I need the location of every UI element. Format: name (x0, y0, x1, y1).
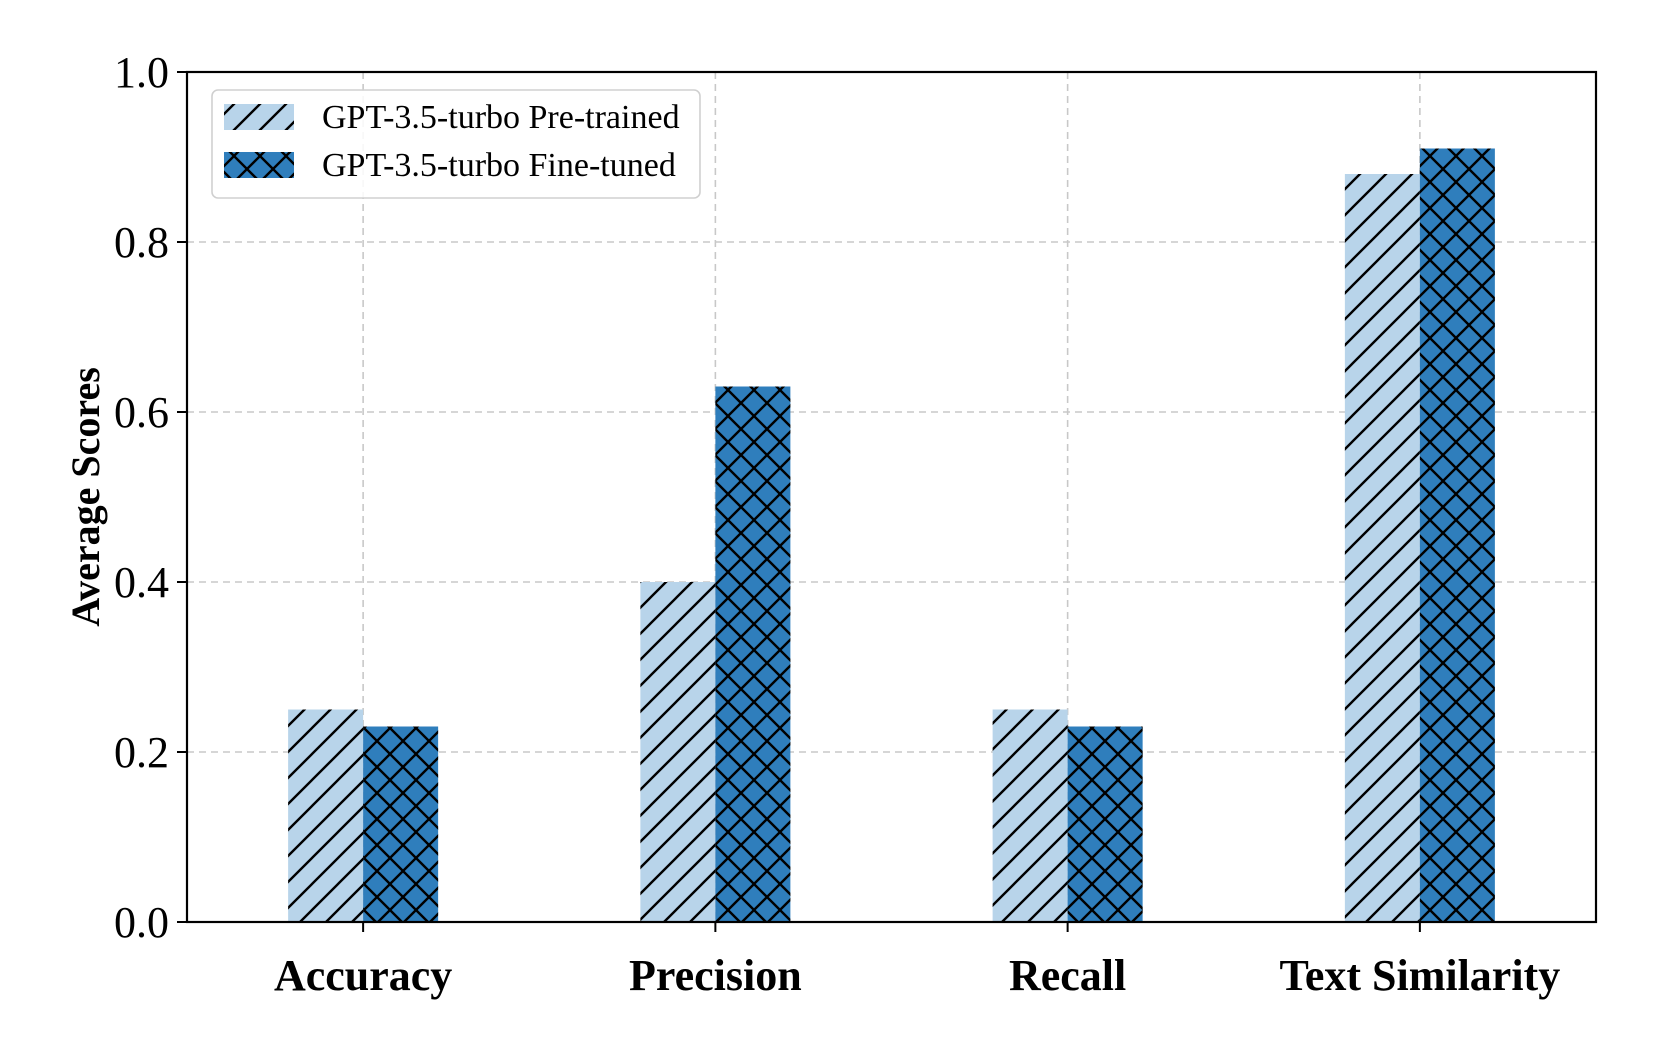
bar-hatch (1344, 174, 1420, 922)
y-tick-label: 0.6 (114, 388, 169, 437)
legend-swatch-hatch (224, 104, 294, 130)
legend-label: GPT-3.5-turbo Pre-trained (322, 99, 680, 136)
legend-item: GPT-3.5-turbo Pre-trained (224, 99, 680, 136)
bar (1344, 174, 1420, 922)
bar (1067, 726, 1143, 922)
x-tick-label: Text Similarity (1280, 951, 1561, 1000)
bar (363, 726, 439, 922)
x-axis: Accuracy Precision Recall Text Similarity (274, 922, 1560, 1000)
bar-hatch (288, 709, 364, 922)
legend-swatch-hatch (224, 152, 294, 178)
legend: GPT-3.5-turbo Pre-trained GPT-3.5-turbo F… (211, 89, 701, 199)
bar-hatch (363, 726, 439, 922)
bar-hatch (640, 582, 716, 922)
bar (1419, 148, 1495, 922)
bar (288, 709, 364, 922)
bar-hatch (1419, 148, 1495, 922)
y-tick-label: 0.4 (114, 558, 169, 607)
x-tick-label: Precision (629, 951, 802, 1000)
y-axis: 0.0 0.2 0.4 0.6 0.8 1.0 (114, 48, 187, 947)
legend-box (211, 89, 701, 199)
x-tick-label: Accuracy (274, 951, 452, 1000)
x-tick-label: Recall (1009, 951, 1126, 1000)
bar-hatch (715, 386, 791, 922)
bar (640, 582, 716, 922)
bar (992, 709, 1068, 922)
legend-label: GPT-3.5-turbo Fine-tuned (322, 147, 676, 184)
y-axis-title: Average Scores (63, 367, 108, 627)
y-tick-label: 0.0 (114, 898, 169, 947)
y-tick-label: 1.0 (114, 48, 169, 97)
y-tick-label: 0.2 (114, 728, 169, 777)
bar-hatch (1067, 726, 1143, 922)
bar-hatch (992, 709, 1068, 922)
bars (288, 148, 1495, 922)
y-tick-label: 0.8 (114, 218, 169, 267)
plot-frame (185, 70, 1598, 924)
legend-item: GPT-3.5-turbo Fine-tuned (224, 147, 676, 184)
bar (715, 386, 791, 922)
